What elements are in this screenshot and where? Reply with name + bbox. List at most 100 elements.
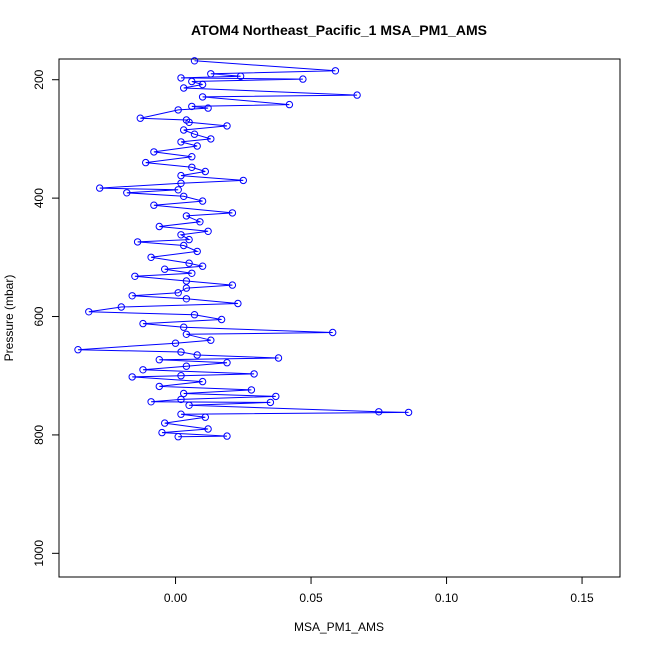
data-point <box>147 253 155 261</box>
x-tick-label: 0.00 <box>164 591 188 605</box>
data-point <box>207 135 215 143</box>
data-point <box>223 432 231 440</box>
data-point <box>180 241 188 250</box>
y-axis: 200 400 600 800 1000 <box>32 69 60 567</box>
data-point <box>136 114 145 122</box>
data-point <box>117 303 126 311</box>
data-point <box>182 295 191 303</box>
y-tick-label: 600 <box>32 306 46 326</box>
data-point <box>247 386 256 394</box>
data-point <box>185 401 193 409</box>
data-point <box>188 269 196 277</box>
data-point <box>190 57 199 65</box>
data-point <box>223 359 231 367</box>
data-point <box>185 259 193 267</box>
data-point <box>174 433 182 441</box>
data-point <box>182 330 191 338</box>
data-point <box>217 315 226 324</box>
data-point <box>161 419 169 427</box>
data-point <box>204 227 212 236</box>
data-point <box>198 262 207 270</box>
data-point <box>201 413 210 421</box>
data-point <box>234 299 242 308</box>
data-point <box>133 238 142 246</box>
data-point <box>177 138 185 146</box>
data-point <box>85 308 93 316</box>
data-layer <box>74 57 413 441</box>
data-point <box>207 336 215 344</box>
data-point <box>128 292 136 300</box>
data-point <box>266 398 275 407</box>
data-point <box>177 231 185 239</box>
data-point <box>139 319 147 328</box>
data-point <box>207 70 215 78</box>
data-point <box>274 354 283 362</box>
data-point <box>74 346 82 354</box>
data-point <box>193 351 201 359</box>
y-tick-label: 800 <box>32 425 46 445</box>
data-point <box>147 398 155 406</box>
data-point <box>198 377 207 386</box>
data-point <box>223 122 231 130</box>
data-point <box>155 382 164 391</box>
data-point <box>177 395 185 404</box>
data-point <box>142 158 150 167</box>
data-point <box>285 100 294 109</box>
data-point <box>198 197 207 205</box>
data-point <box>190 311 199 319</box>
data-point <box>198 93 207 101</box>
data-point <box>228 209 237 217</box>
chart-title: ATOM4 Northeast_Pacific_1 MSA_PM1_AMS <box>191 22 487 38</box>
data-point <box>272 392 280 401</box>
data-point <box>131 272 139 280</box>
data-point <box>123 189 131 197</box>
data-point <box>188 163 196 172</box>
data-point <box>375 408 383 416</box>
data-point <box>228 281 237 289</box>
data-point <box>161 265 169 273</box>
x-axis: 0.00 0.05 0.10 0.15 <box>164 576 594 605</box>
data-point <box>404 408 413 417</box>
data-point <box>185 118 193 127</box>
data-point <box>188 102 196 111</box>
data-point <box>188 77 196 86</box>
data-point <box>96 184 104 192</box>
data-point <box>204 425 212 433</box>
data-point <box>177 372 185 380</box>
data-point <box>150 201 158 209</box>
data-point <box>329 328 337 337</box>
x-tick-label: 0.15 <box>570 591 594 605</box>
data-point <box>331 67 340 75</box>
data-point <box>171 339 180 347</box>
data-point <box>150 148 158 156</box>
data-point <box>180 84 188 92</box>
data-point <box>185 235 193 244</box>
data-point <box>180 192 188 201</box>
data-point <box>250 370 258 378</box>
data-point <box>182 284 191 292</box>
data-point <box>193 247 201 256</box>
x-tick-label: 0.10 <box>435 591 459 605</box>
data-point <box>177 171 185 180</box>
data-point <box>139 366 147 374</box>
y-tick-label: 400 <box>32 188 46 208</box>
data-point <box>155 356 164 364</box>
data-point <box>180 389 188 398</box>
data-point <box>353 91 361 99</box>
data-point <box>182 362 191 370</box>
data-point <box>198 80 207 89</box>
data-point <box>180 323 188 331</box>
data-point <box>204 104 212 112</box>
data-point <box>177 348 185 356</box>
x-axis-label: MSA_PM1_AMS <box>294 620 384 634</box>
data-point <box>177 179 185 188</box>
data-point <box>196 218 204 226</box>
data-point <box>155 222 164 231</box>
data-point <box>174 106 182 114</box>
data-point <box>239 176 248 185</box>
data-point <box>299 75 307 83</box>
data-point <box>182 277 191 285</box>
plot-frame <box>58 58 621 578</box>
data-point <box>177 410 185 418</box>
